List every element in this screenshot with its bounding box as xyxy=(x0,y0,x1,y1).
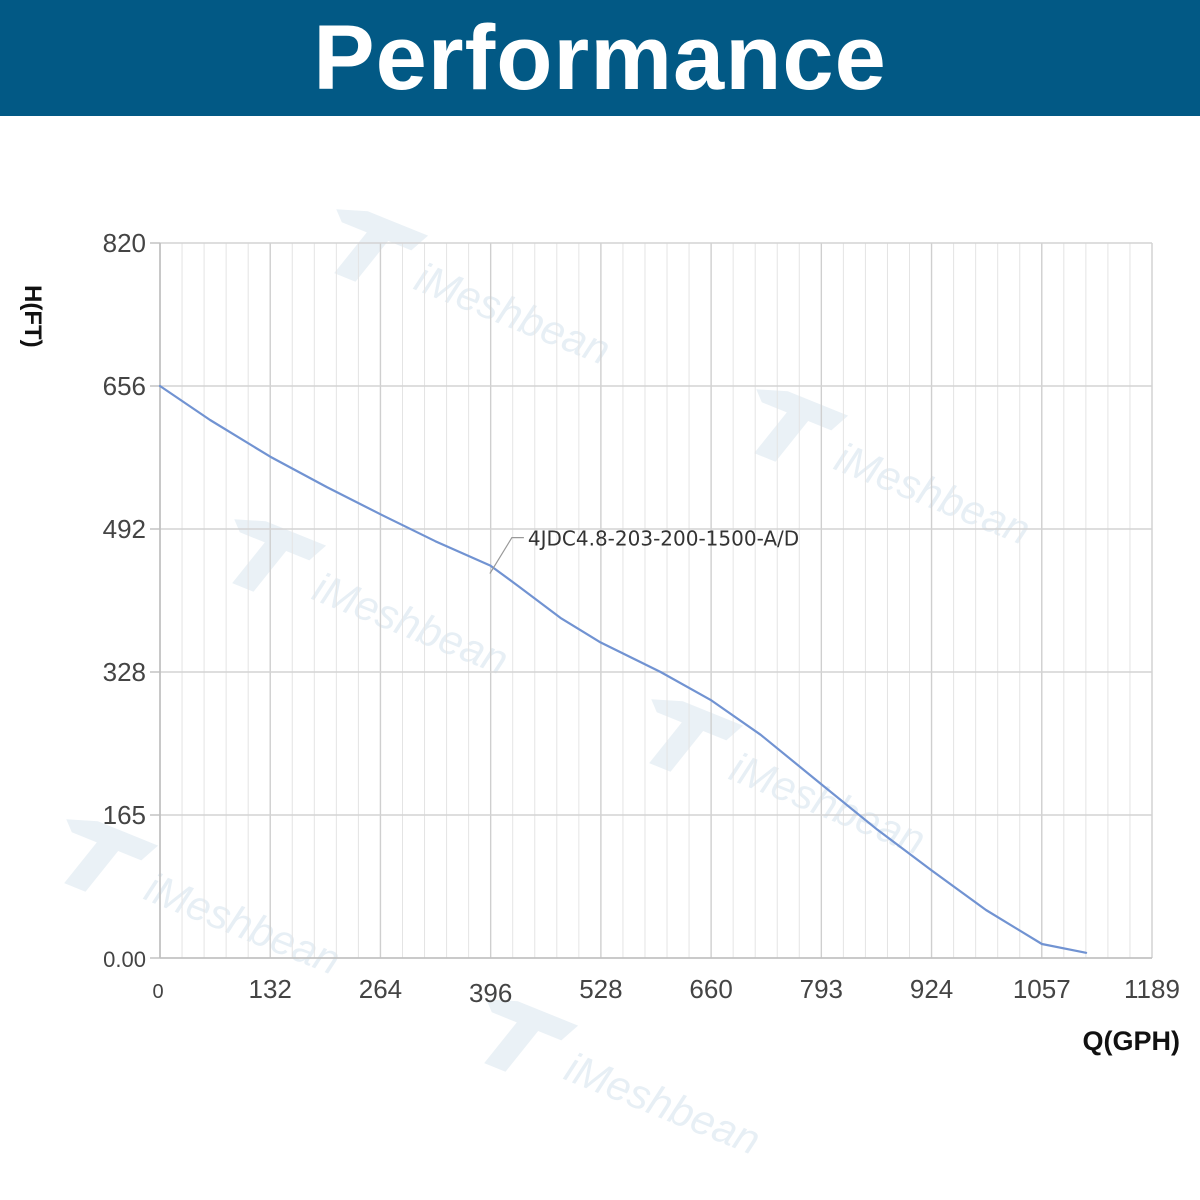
watermark-logo-icon xyxy=(334,209,429,282)
watermark-logo-icon xyxy=(754,389,849,462)
series-line-0 xyxy=(158,384,1088,954)
watermark-5: iMeshbean xyxy=(484,999,767,1164)
x-tick-label: 396 xyxy=(469,978,512,1008)
y-tick-label: 492 xyxy=(103,514,146,544)
watermark-layer: iMeshbean iMeshbean iMeshbean iMeshbean iMes… xyxy=(64,209,1037,1164)
watermark-text: iMeshbean xyxy=(307,563,515,684)
y-axis-ticks: 0.00 165 328 492 656 820 xyxy=(103,228,160,972)
watermark-text: iMeshbean xyxy=(139,863,347,984)
chart-annotation-group: 4JDC4.8-203-200-1500-A/D xyxy=(489,527,799,574)
x-axis-label: Q(GPH) xyxy=(1082,1026,1181,1056)
x-tick-label: 660 xyxy=(689,974,732,1004)
y-tick-label: 328 xyxy=(103,657,146,687)
chart-series xyxy=(158,384,1088,954)
watermark-logo-icon xyxy=(232,519,327,592)
y-axis-label: H(FT) xyxy=(19,285,46,348)
watermark-text: iMeshbean xyxy=(829,433,1037,554)
x-tick-label: 264 xyxy=(359,974,402,1004)
watermark-2: iMeshbean xyxy=(232,519,515,684)
watermark-text: iMeshbean xyxy=(559,1043,767,1164)
header-banner: Performance xyxy=(0,0,1200,116)
annotation-leader-line xyxy=(489,537,524,574)
watermark-3: iMeshbean xyxy=(649,699,932,864)
watermark-logo-icon xyxy=(484,999,579,1072)
watermark-logo-icon xyxy=(64,819,159,892)
y-tick-label: 656 xyxy=(103,371,146,401)
page-title: Performance xyxy=(313,7,887,109)
chart-grid xyxy=(159,242,1153,959)
y-tick-label: 820 xyxy=(103,228,146,258)
x-tick-label: 1057 xyxy=(1013,974,1071,1004)
x-tick-label: 924 xyxy=(910,974,953,1004)
x-tick-label: 793 xyxy=(800,974,843,1004)
annotation-label: 4JDC4.8-203-200-1500-A/D xyxy=(528,527,799,551)
watermark-4: iMeshbean xyxy=(64,819,347,984)
y-tick-label: 0.00 xyxy=(103,947,146,972)
x-tick-label: 1189 xyxy=(1124,974,1180,1004)
x-tick-label: 0 xyxy=(152,981,163,1003)
y-tick-label: 165 xyxy=(103,800,146,830)
x-tick-label: 528 xyxy=(579,974,622,1004)
x-tick-label: 132 xyxy=(249,974,292,1004)
x-axis-ticks: 0 132 264 396 528 660 793 924 1057 1189 xyxy=(152,974,1180,1008)
watermark-logo-icon xyxy=(649,699,744,772)
